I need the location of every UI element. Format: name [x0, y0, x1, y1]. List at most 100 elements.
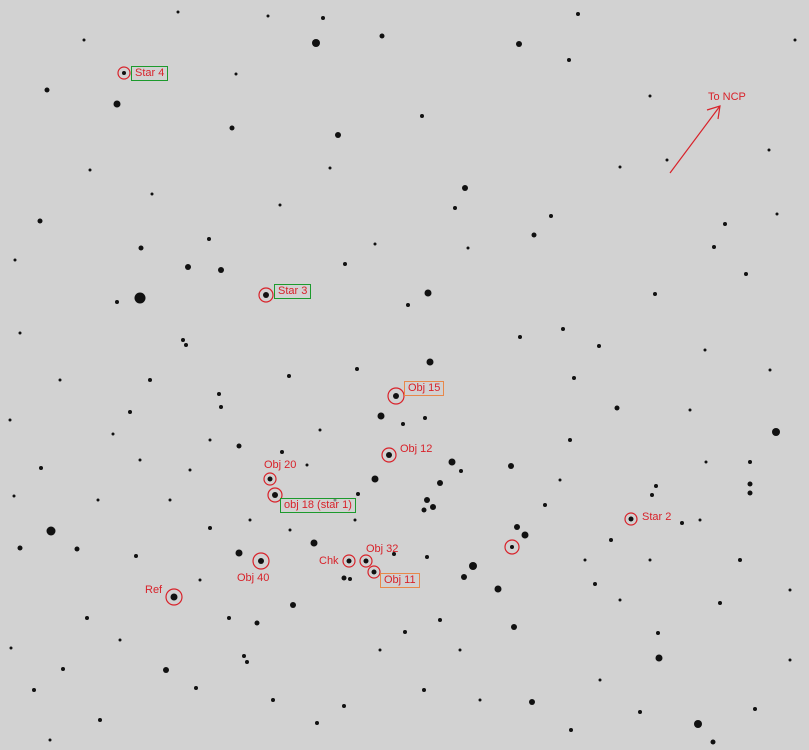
- star-68: [511, 624, 517, 630]
- star-17: [218, 267, 224, 273]
- star-149: [288, 528, 292, 532]
- marker-obj-15: [387, 387, 405, 405]
- marker-ref: [165, 588, 183, 606]
- star-8: [229, 125, 235, 131]
- star-117: [373, 242, 377, 246]
- marker-obj-12-star: [386, 452, 392, 458]
- star-7: [113, 100, 121, 108]
- star-115: [466, 246, 470, 250]
- marker-obj-11: [367, 565, 381, 579]
- star-48: [39, 466, 43, 470]
- star-71: [227, 616, 231, 620]
- star-1: [379, 33, 385, 39]
- marker-star-3: [258, 287, 274, 303]
- star-123: [266, 14, 270, 18]
- label-obj-15: Obj 15: [404, 381, 445, 396]
- star-164: [8, 418, 12, 422]
- star-58: [348, 577, 352, 581]
- star-98: [593, 582, 597, 586]
- label-to-ncp: To NCP: [708, 91, 746, 103]
- star-127: [793, 38, 797, 42]
- star-59: [392, 552, 396, 556]
- marker-obj-15-star: [393, 393, 399, 399]
- star-87: [694, 720, 702, 728]
- star-46: [423, 416, 427, 420]
- label-star-4: Star 4: [131, 66, 169, 81]
- marker-obj-40: [252, 552, 270, 570]
- star-86: [638, 710, 642, 714]
- star-93: [747, 490, 753, 496]
- marker-star-2-star: [628, 516, 634, 522]
- star-88: [710, 739, 716, 745]
- star-113: [549, 214, 553, 218]
- marker-star-4: [117, 66, 131, 80]
- star-49: [12, 494, 16, 498]
- star-45: [377, 412, 385, 420]
- star-135: [543, 503, 547, 507]
- star-19: [115, 300, 119, 304]
- star-103: [572, 376, 576, 380]
- star-61: [469, 562, 477, 570]
- marker-chk-star: [346, 558, 352, 564]
- marker-star-4-star: [122, 71, 126, 75]
- star-90: [772, 428, 780, 436]
- star-40: [356, 492, 360, 496]
- star-37: [459, 469, 463, 473]
- star-155: [378, 648, 382, 652]
- star-29: [217, 392, 221, 396]
- star-140: [788, 658, 792, 662]
- star-162: [88, 168, 92, 172]
- star-105: [518, 335, 522, 339]
- star-32: [111, 432, 115, 436]
- star-22: [18, 331, 22, 335]
- star-159: [648, 558, 652, 562]
- star-136: [583, 558, 587, 562]
- star-5: [82, 38, 86, 42]
- star-64: [514, 524, 520, 530]
- marker-unlabeled: [504, 539, 520, 555]
- star-50: [46, 526, 56, 536]
- star-160: [698, 518, 702, 522]
- label-obj-11: Obj 11: [380, 573, 420, 588]
- star-128: [767, 148, 771, 152]
- marker-star-3-star: [263, 292, 269, 298]
- marker-star-2: [624, 512, 638, 526]
- star-67: [403, 630, 407, 634]
- star-102: [614, 405, 620, 411]
- star-27: [287, 374, 291, 378]
- star-36: [448, 458, 456, 466]
- star-10: [420, 114, 424, 118]
- star-96: [680, 521, 684, 525]
- star-31: [128, 410, 132, 414]
- star-107: [653, 292, 657, 296]
- star-16: [207, 237, 211, 241]
- marker-group: [117, 66, 638, 606]
- marker-obj-18: [267, 487, 283, 503]
- star-157: [478, 698, 482, 702]
- star-39: [371, 475, 379, 483]
- label-obj-32: Obj 32: [366, 543, 399, 555]
- star-118: [453, 206, 457, 210]
- star-126: [618, 165, 622, 169]
- star-142: [96, 498, 100, 502]
- star-132: [704, 460, 708, 464]
- star-108: [712, 245, 716, 249]
- marker-obj-12: [381, 447, 397, 463]
- star-55: [235, 549, 243, 557]
- star-76: [163, 667, 169, 673]
- star-21: [184, 343, 188, 347]
- star-81: [315, 721, 319, 725]
- marker-obj-40-star: [258, 558, 264, 564]
- ncp-arrow: [669, 105, 721, 174]
- star-78: [242, 654, 246, 658]
- star-53: [134, 554, 138, 558]
- star-18: [134, 292, 146, 304]
- star-11: [462, 185, 468, 191]
- star-163: [58, 378, 62, 382]
- star-144: [188, 468, 192, 472]
- star-77: [194, 686, 198, 690]
- star-66: [438, 618, 442, 622]
